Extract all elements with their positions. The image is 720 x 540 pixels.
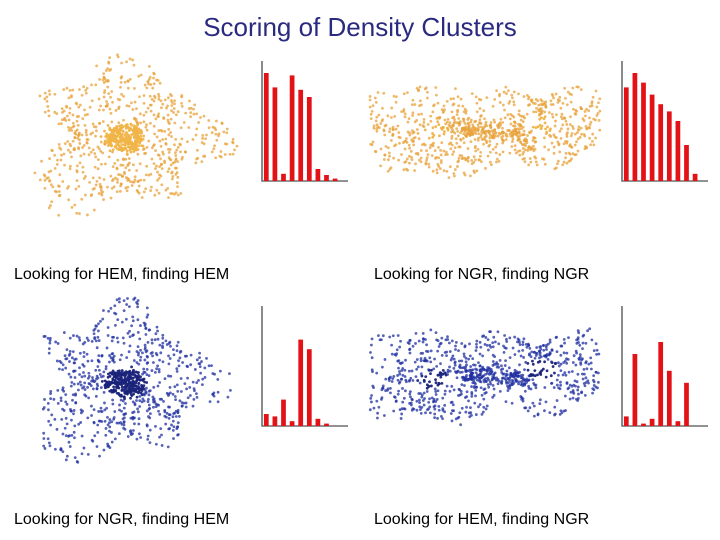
page-title: Scoring of Density Clusters (0, 0, 720, 47)
panel-3: Looking for HEM, finding NGR (360, 292, 720, 537)
panel-0-caption: Looking for HEM, finding HEM (14, 266, 229, 284)
panel-0: Looking for HEM, finding HEM (0, 47, 360, 292)
panel-2: Looking for NGR, finding HEM (0, 292, 360, 537)
panel-3-caption: Looking for HEM, finding NGR (374, 511, 589, 529)
panel-2-caption: Looking for NGR, finding HEM (14, 511, 229, 529)
panel-1-svg (360, 47, 720, 267)
panel-grid: Looking for HEM, finding HEM Looking for… (0, 47, 720, 537)
panel-1: Looking for NGR, finding NGR (360, 47, 720, 292)
panel-0-svg (0, 47, 360, 267)
panel-3-svg (360, 292, 720, 512)
panel-1-caption: Looking for NGR, finding NGR (374, 266, 589, 284)
panel-2-svg (0, 292, 360, 512)
